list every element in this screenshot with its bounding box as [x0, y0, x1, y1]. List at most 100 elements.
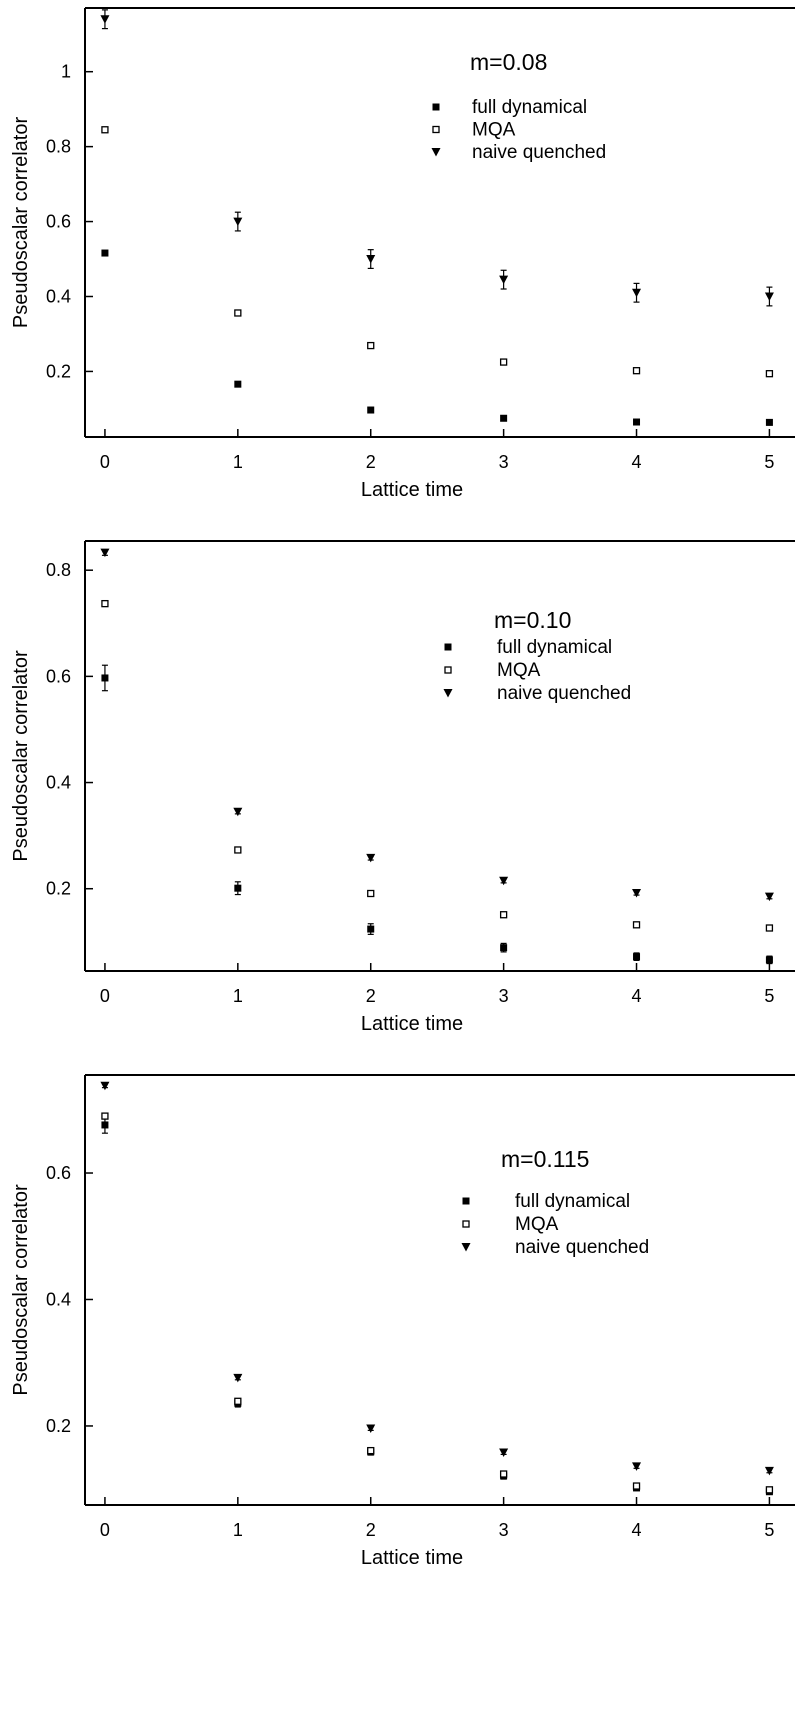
- data-point: [367, 889, 375, 898]
- legend-label: naive quenched: [515, 1237, 649, 1258]
- data-point: [367, 341, 375, 350]
- series-full-dynamical: [101, 664, 773, 965]
- panel-2: 0.2 0.4 0.6 0.8 0 1 2 3 4 5 Lattice time Pseudoscal…: [10, 540, 795, 1035]
- data-point: [765, 924, 774, 932]
- legend-marker: [444, 643, 452, 651]
- data-point: [499, 1470, 508, 1478]
- legend-label: full dynamical: [472, 97, 587, 118]
- y-tick-label: 0.6: [46, 212, 71, 232]
- data-point: [499, 1448, 509, 1458]
- series-mqa: [101, 1112, 774, 1494]
- series-mqa: [101, 599, 774, 932]
- x-axis-title: Lattice time: [361, 1013, 463, 1035]
- legend-label: MQA: [497, 660, 541, 681]
- legend-label: full dynamical: [497, 637, 612, 658]
- y-tick-label: 0.2: [46, 361, 71, 381]
- legend-marker: [432, 103, 440, 111]
- data-point: [765, 956, 773, 964]
- legend-marker: [443, 689, 453, 698]
- data-point: [234, 1397, 242, 1405]
- data-point: [101, 674, 109, 682]
- data-point: [500, 944, 508, 952]
- x-tick-label: 3: [499, 986, 509, 1006]
- data-point: [367, 925, 375, 933]
- series-naive-quenched: [100, 548, 774, 902]
- data-point: [632, 288, 642, 298]
- data-point: [100, 548, 110, 558]
- y-axis-title: Pseudoscalar correlator: [10, 117, 32, 329]
- x-tick-label: 4: [632, 986, 642, 1006]
- data-point: [765, 418, 773, 426]
- data-point: [632, 367, 641, 375]
- legend-label: naive quenched: [497, 683, 631, 704]
- x-tick-label: 2: [366, 1520, 376, 1540]
- data-point: [101, 1121, 109, 1129]
- panel-title: m=0.08: [470, 49, 547, 75]
- panel-title: m=0.115: [501, 1146, 589, 1172]
- data-point: [366, 853, 376, 863]
- data-point: [367, 1446, 375, 1455]
- data-point: [233, 807, 243, 817]
- data-point: [765, 1486, 774, 1494]
- legend-label: naive quenched: [472, 142, 606, 163]
- y-tick-label: 0.4: [46, 1289, 71, 1309]
- x-tick-label: 0: [100, 986, 110, 1006]
- series-full-dynamical: [101, 1116, 773, 1496]
- legend-marker: [461, 1243, 471, 1252]
- legend-label: full dynamical: [515, 1191, 630, 1212]
- panel-1: 0.2 0.4 0.6 0.8 1 0 1 2 3 4 5 Lattice time Pseudosca…: [10, 7, 795, 501]
- y-tick-label: 0.6: [46, 1163, 71, 1183]
- data-point: [101, 126, 109, 134]
- x-tick-label: 5: [764, 1520, 774, 1540]
- data-point: [367, 406, 375, 414]
- data-point: [101, 1112, 109, 1120]
- data-point: [633, 418, 641, 426]
- data-point: [764, 892, 774, 902]
- x-tick-label: 1: [233, 1520, 243, 1540]
- y-axis-title: Pseudoscalar correlator: [10, 650, 32, 862]
- legend-marker: [462, 1197, 470, 1205]
- y-tick-label: 0.2: [46, 879, 71, 899]
- series-naive-quenched: [100, 1081, 774, 1476]
- data-point: [233, 1373, 243, 1383]
- legend-marker: [431, 148, 441, 157]
- panel-3: 0.2 0.4 0.6 0 1 2 3 4 5 Lattice time Pseudoscalar …: [10, 1074, 795, 1569]
- y-tick-label: 0.8: [46, 560, 71, 580]
- data-point: [632, 1482, 641, 1490]
- data-point: [234, 309, 242, 317]
- data-point: [499, 876, 509, 886]
- x-tick-label: 2: [366, 452, 376, 472]
- y-tick-label: 0.4: [46, 773, 71, 793]
- y-tick-label: 0.8: [46, 137, 71, 157]
- data-point: [101, 249, 109, 257]
- y-tick-label: 1: [61, 62, 71, 82]
- y-tick-label: 0.6: [46, 666, 71, 686]
- panel-title: m=0.10: [494, 607, 571, 633]
- y-tick-label: 0.2: [46, 1416, 71, 1436]
- x-tick-label: 5: [764, 986, 774, 1006]
- series-mqa: [101, 126, 774, 378]
- y-axis-title: Pseudoscalar correlator: [10, 1184, 32, 1396]
- x-tick-label: 5: [764, 452, 774, 472]
- x-tick-label: 2: [366, 986, 376, 1006]
- data-point: [101, 599, 109, 608]
- data-point: [499, 911, 508, 919]
- x-axis-title: Lattice time: [361, 479, 463, 501]
- data-point: [632, 921, 641, 929]
- data-point: [366, 1424, 376, 1433]
- x-tick-label: 0: [100, 1520, 110, 1540]
- series-full-dynamical: [101, 249, 773, 426]
- data-point: [100, 15, 110, 24]
- x-tick-label: 4: [632, 452, 642, 472]
- legend-marker: [444, 666, 452, 674]
- x-tick-label: 0: [100, 452, 110, 472]
- y-tick-label: 0.4: [46, 286, 71, 306]
- data-point: [764, 292, 774, 301]
- data-point: [499, 275, 509, 285]
- data-point: [366, 255, 376, 264]
- data-point: [765, 370, 774, 378]
- data-point: [499, 358, 508, 366]
- data-point: [633, 953, 641, 961]
- data-point: [632, 888, 642, 898]
